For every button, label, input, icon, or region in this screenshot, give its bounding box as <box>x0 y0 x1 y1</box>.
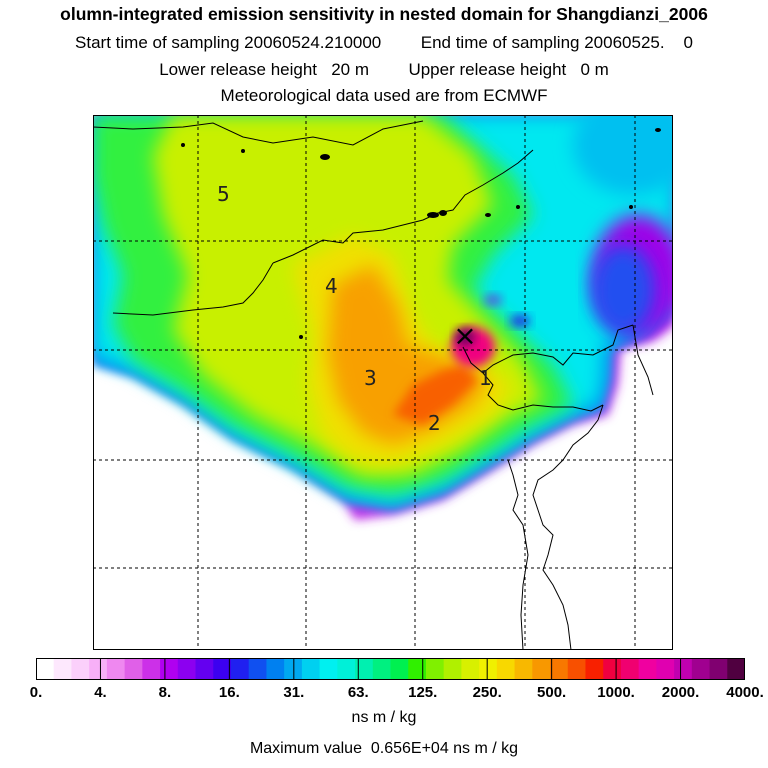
color-scale-cell <box>248 658 268 680</box>
maximum-value-line: Maximum value 0.656E+04 ns m / kg <box>0 740 768 758</box>
color-scale-cell <box>142 658 161 680</box>
start-time-value: 20060524.210000 <box>244 33 382 52</box>
color-scale-cell <box>674 658 693 680</box>
color-scale-tick-label: 8. <box>158 684 172 701</box>
color-scale-cell <box>461 658 480 680</box>
map-frame <box>93 115 673 650</box>
region-label-2: 2 <box>428 411 441 435</box>
color-scale-cell <box>514 658 533 680</box>
colorbar-units: ns m / kg <box>351 709 417 726</box>
color-scale-cell <box>337 658 356 680</box>
lower-height-label: Lower release height <box>159 60 318 79</box>
color-scale-tick-label: 16. <box>218 684 240 701</box>
color-scale-cell <box>709 658 728 680</box>
color-scale-cell <box>550 658 569 680</box>
color-scale-cell <box>89 658 108 680</box>
color-scale-cell <box>266 658 285 680</box>
lower-height-value: 20 m <box>331 60 369 79</box>
color-scale-cell <box>567 658 587 680</box>
color-scale-bar <box>36 658 745 680</box>
coastlines <box>93 120 654 650</box>
region-label-4: 4 <box>325 274 338 298</box>
color-scale-cell <box>301 658 321 680</box>
region-label-3: 3 <box>364 366 377 390</box>
color-scale-cell <box>408 658 427 680</box>
color-scale-cell <box>443 658 463 680</box>
color-scale-cell <box>727 658 745 680</box>
release-height-line: Lower release height 20 m Upper release … <box>0 60 768 80</box>
color-scale-tick-label: 63. <box>347 684 369 701</box>
end-time-value: 20060525. <box>584 33 665 52</box>
color-scale-cell <box>319 658 338 680</box>
color-scale-cell <box>656 658 675 680</box>
sensitivity-map: 5 4 3 2 1 × <box>93 115 673 650</box>
upper-height-label: Upper release height <box>408 60 567 79</box>
region-label-5: 5 <box>217 182 230 206</box>
color-scale-tick-label: 2000. <box>661 684 700 701</box>
color-scale-cell <box>532 658 551 680</box>
color-scale-cell <box>160 658 179 680</box>
sensitivity-field <box>93 115 673 650</box>
color-scale-tick-label: 4000. <box>726 684 764 701</box>
end-time-label: End time of sampling <box>420 33 580 52</box>
color-scale-cell <box>213 658 232 680</box>
color-scale-cell <box>390 658 409 680</box>
color-scale-tick-label: 1000. <box>597 684 635 701</box>
color-scale-cell <box>496 658 516 680</box>
color-scale-tick-label: 0. <box>29 684 43 701</box>
color-scale-cell <box>53 658 73 680</box>
color-scale-cell <box>603 658 622 680</box>
sampling-time-line: Start time of sampling 20060524.210000 E… <box>0 33 768 53</box>
color-scale-cell <box>585 658 604 680</box>
plot-title: olumn-integrated emission sensitivity in… <box>60 4 708 24</box>
end-time-suffix: 0 <box>683 33 693 52</box>
region-label-1: 1 <box>479 366 492 390</box>
color-scale-cell <box>195 658 214 680</box>
color-scale-tick-label: 4. <box>94 684 107 701</box>
start-time-label: Start time of sampling <box>75 33 240 52</box>
color-scale-tick-label: 31. <box>283 684 305 701</box>
color-scale-cell <box>620 658 640 680</box>
lat-lon-grid <box>93 115 673 650</box>
max-value: 0.656E+04 ns m / kg <box>370 740 519 757</box>
receptor-marker: × <box>453 319 476 352</box>
color-scale-cell <box>36 658 55 680</box>
color-scale-tick-label: 500. <box>537 684 567 701</box>
color-scale-cell <box>479 658 498 680</box>
color-scale-cell <box>691 658 711 680</box>
color-scale-cell <box>71 658 90 680</box>
max-value-label: Maximum value <box>249 740 362 757</box>
color-scale-cell <box>124 658 143 680</box>
color-scale-cell <box>355 658 374 680</box>
color-scale-cell <box>230 658 250 680</box>
color-scale-cell <box>177 658 197 680</box>
upper-height-value: 0 m <box>580 60 609 79</box>
color-scale-cell <box>106 658 126 680</box>
color-scale-cell <box>638 658 657 680</box>
met-data-line: Meteorological data used are from ECMWF <box>220 86 548 105</box>
color-scale-cell <box>425 658 445 680</box>
color-scale-tick-label: 125. <box>408 684 438 701</box>
color-scale-cell <box>372 658 392 680</box>
color-scale-cell <box>284 658 303 680</box>
water-bodies <box>181 128 661 339</box>
color-scale-tick-label: 250. <box>472 684 502 701</box>
